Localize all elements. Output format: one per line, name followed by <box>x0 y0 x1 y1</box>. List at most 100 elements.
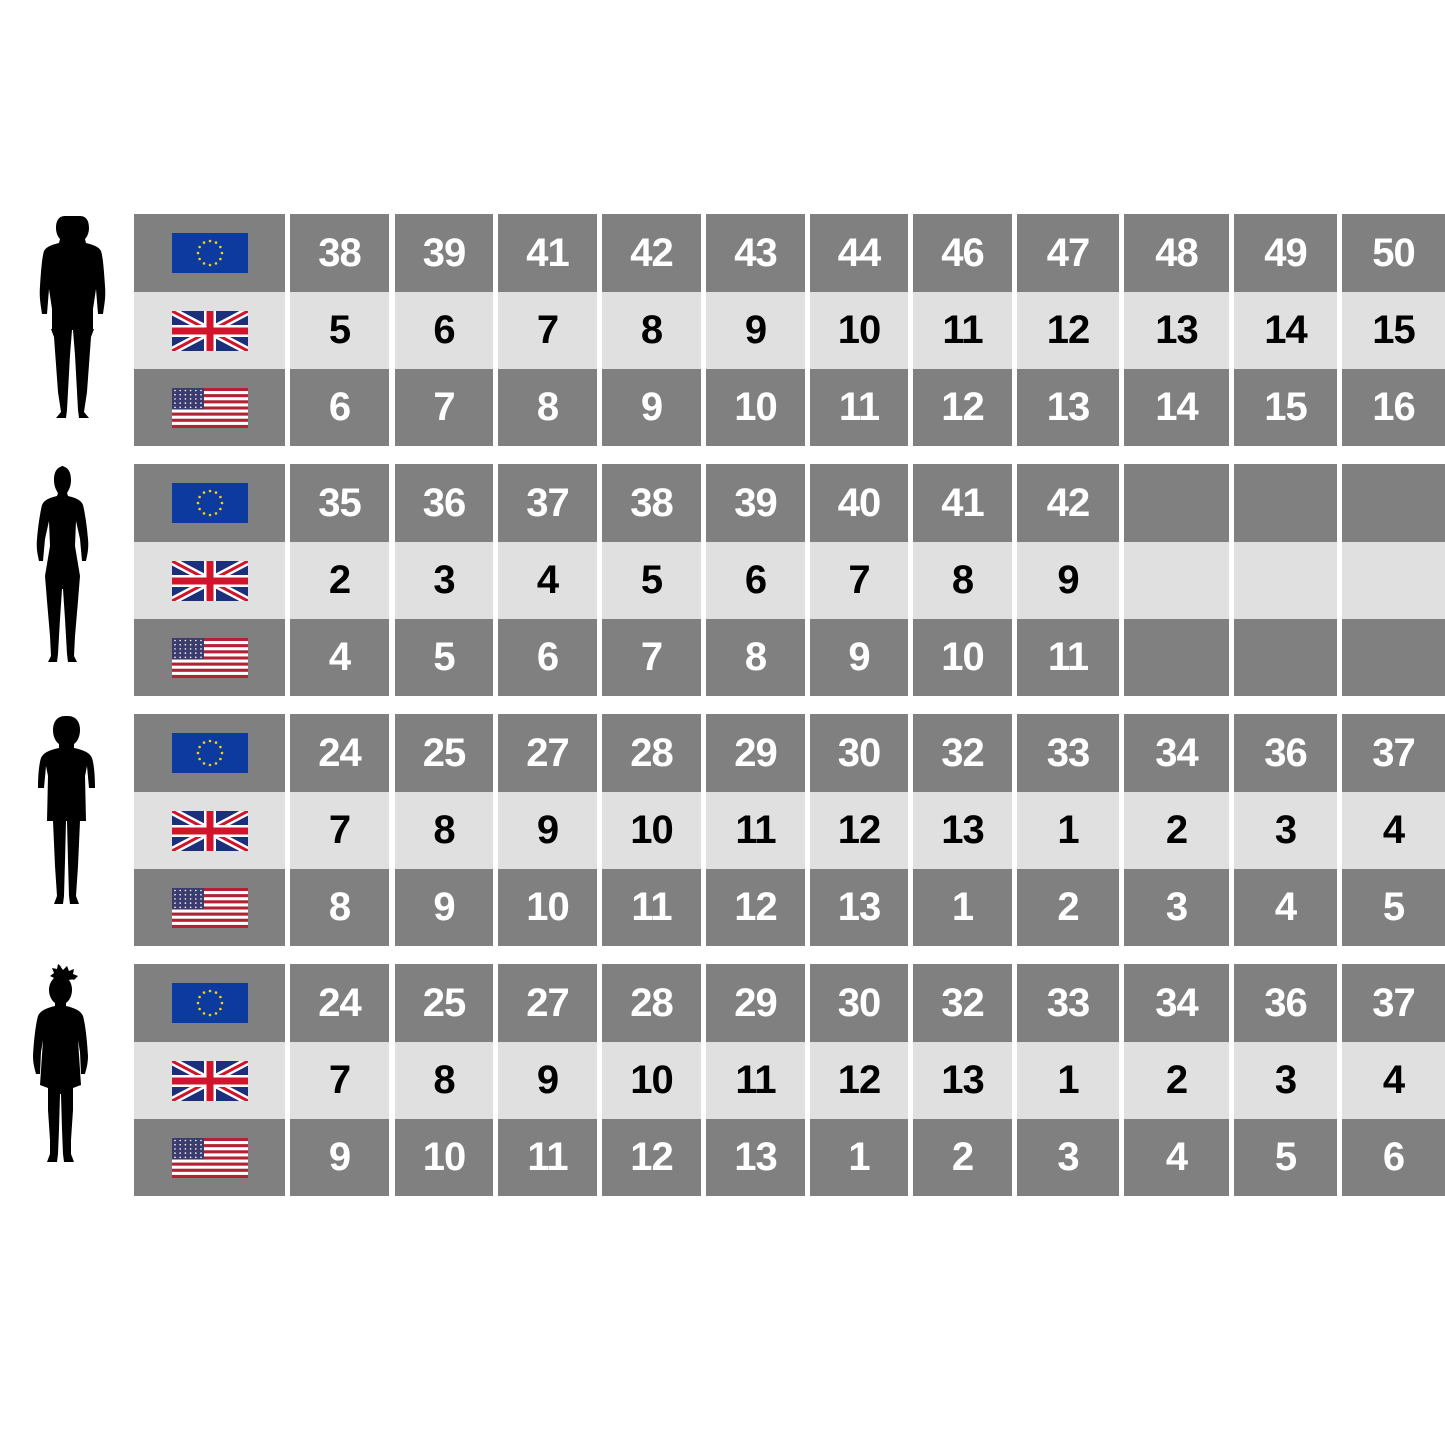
us-size-cell: 11 <box>498 1119 597 1196</box>
us-size-cell: 10 <box>498 869 597 946</box>
uk-size-cell: 12 <box>1017 292 1119 369</box>
uk-size-cell: 3 <box>1234 792 1337 869</box>
us-size-cell: 10 <box>395 1119 493 1196</box>
uk-size-cell: 1 <box>1017 792 1119 869</box>
uk-size-cell: 3 <box>1234 1042 1337 1119</box>
eu-flag-icon <box>134 714 285 792</box>
eu-size-cell: 30 <box>810 714 908 792</box>
us-size-cell: 7 <box>395 369 493 446</box>
eu-size-cell: 34 <box>1124 714 1229 792</box>
us-size-cell: 4 <box>1124 1119 1229 1196</box>
eu-size-cell: 41 <box>913 464 1012 542</box>
eu-flag-icon <box>134 214 285 292</box>
us-size-cell: 4 <box>290 619 389 696</box>
us-size-cell: 1 <box>913 869 1012 946</box>
uk-flag-icon <box>134 542 285 619</box>
uk-size-cell: 9 <box>498 792 597 869</box>
uk-size-cell <box>1234 542 1337 619</box>
eu-size-cell: 25 <box>395 714 493 792</box>
eu-size-cell: 38 <box>290 214 389 292</box>
uk-size-cell: 7 <box>290 792 389 869</box>
uk-size-cell: 9 <box>498 1042 597 1119</box>
eu-size-cell: 38 <box>602 464 701 542</box>
eu-size-cell: 28 <box>602 964 701 1042</box>
uk-size-cell: 2 <box>1124 1042 1229 1119</box>
eu-size-cell <box>1342 464 1445 542</box>
eu-size-cell: 47 <box>1017 214 1119 292</box>
uk-size-cell: 13 <box>913 1042 1012 1119</box>
uk-size-cell: 10 <box>602 792 701 869</box>
us-size-cell: 8 <box>498 369 597 446</box>
eu-flag-icon <box>134 964 285 1042</box>
eu-size-cell: 46 <box>913 214 1012 292</box>
uk-size-cell: 2 <box>290 542 389 619</box>
us-size-cell: 11 <box>810 369 908 446</box>
woman-silhouette-icon <box>20 464 110 696</box>
eu-size-cell: 27 <box>498 964 597 1042</box>
uk-size-cell: 13 <box>913 792 1012 869</box>
uk-size-cell <box>1342 542 1445 619</box>
us-size-cell: 12 <box>913 369 1012 446</box>
us-size-cell: 6 <box>498 619 597 696</box>
man-silhouette-icon <box>20 214 110 446</box>
uk-size-cell: 10 <box>602 1042 701 1119</box>
eu-size-cell: 41 <box>498 214 597 292</box>
us-size-cell: 6 <box>1342 1119 1445 1196</box>
us-size-cell: 16 <box>1342 369 1445 446</box>
us-size-cell: 11 <box>602 869 701 946</box>
boy-silhouette-icon <box>20 714 110 946</box>
eu-size-cell: 29 <box>706 714 805 792</box>
uk-flag-icon <box>134 1042 285 1119</box>
us-size-cell: 12 <box>706 869 805 946</box>
uk-size-cell: 6 <box>706 542 805 619</box>
eu-flag-icon <box>134 464 285 542</box>
girl-silhouette-icon <box>20 964 110 1196</box>
eu-size-cell: 27 <box>498 714 597 792</box>
eu-size-cell <box>1234 464 1337 542</box>
us-size-cell: 5 <box>395 619 493 696</box>
us-size-cell: 4 <box>1234 869 1337 946</box>
uk-size-cell: 10 <box>810 292 908 369</box>
size-table-woman: 35 36 37 38 39 40 41 42 2 3 4 5 6 7 8 9 4 5 6 7 8 9 10 11 <box>0 464 1445 696</box>
us-size-cell: 1 <box>810 1119 908 1196</box>
eu-size-cell: 42 <box>602 214 701 292</box>
eu-size-cell: 39 <box>395 214 493 292</box>
eu-size-cell: 36 <box>395 464 493 542</box>
eu-size-cell: 36 <box>1234 714 1337 792</box>
eu-size-cell: 32 <box>913 714 1012 792</box>
uk-size-cell: 8 <box>602 292 701 369</box>
uk-size-cell: 5 <box>602 542 701 619</box>
us-size-cell: 14 <box>1124 369 1229 446</box>
uk-size-cell: 7 <box>498 292 597 369</box>
us-size-cell: 8 <box>706 619 805 696</box>
uk-size-cell: 7 <box>290 1042 389 1119</box>
uk-size-cell: 8 <box>395 1042 493 1119</box>
us-size-cell: 13 <box>1017 369 1119 446</box>
uk-size-cell: 2 <box>1124 792 1229 869</box>
eu-size-cell <box>1124 464 1229 542</box>
us-size-cell: 10 <box>706 369 805 446</box>
us-size-cell: 3 <box>1124 869 1229 946</box>
uk-size-cell: 3 <box>395 542 493 619</box>
us-size-cell: 9 <box>602 369 701 446</box>
eu-size-cell: 49 <box>1234 214 1337 292</box>
us-size-cell <box>1234 619 1337 696</box>
us-flag-icon <box>134 369 285 446</box>
uk-flag-icon <box>134 792 285 869</box>
eu-size-cell: 37 <box>1342 714 1445 792</box>
us-size-cell: 11 <box>1017 619 1119 696</box>
us-flag-icon <box>134 869 285 946</box>
us-flag-icon <box>134 619 285 696</box>
us-size-cell: 5 <box>1234 1119 1337 1196</box>
eu-size-cell: 25 <box>395 964 493 1042</box>
us-size-cell: 7 <box>602 619 701 696</box>
us-size-cell: 9 <box>290 1119 389 1196</box>
eu-size-cell: 36 <box>1234 964 1337 1042</box>
uk-size-cell: 11 <box>706 1042 805 1119</box>
eu-size-cell: 32 <box>913 964 1012 1042</box>
eu-size-cell: 33 <box>1017 964 1119 1042</box>
uk-size-cell: 9 <box>706 292 805 369</box>
uk-size-cell: 6 <box>395 292 493 369</box>
us-size-cell: 5 <box>1342 869 1445 946</box>
uk-size-cell: 13 <box>1124 292 1229 369</box>
